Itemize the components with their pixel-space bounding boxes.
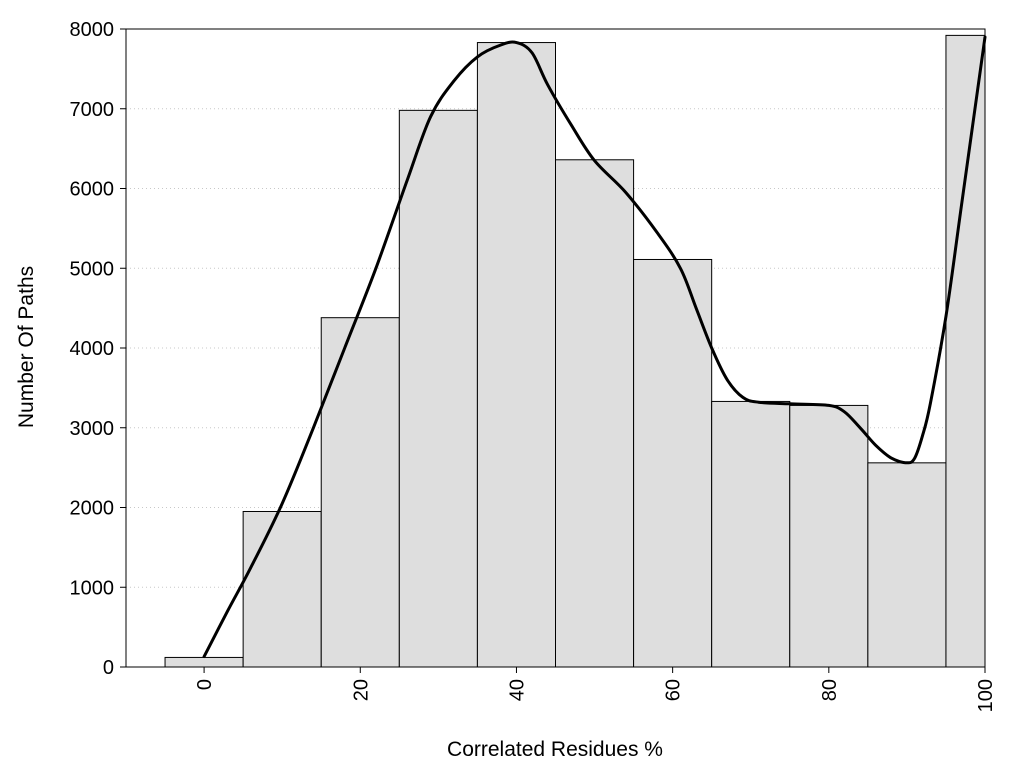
x-tick-label: 20: [350, 679, 372, 701]
x-tick-label: 80: [819, 679, 841, 701]
y-tick-label: 0: [103, 657, 114, 679]
density-curve: [202, 35, 987, 659]
x-tick-label: 100: [975, 679, 997, 712]
y-axis: 0 1000 2000 3000 4000 5000 6000 7000 8000: [70, 19, 126, 679]
bar: [476, 42, 556, 668]
y-tick-label: 6000: [70, 179, 115, 201]
bar: [398, 109, 478, 668]
x-tick-label: 40: [506, 679, 528, 701]
bar: [320, 317, 400, 668]
y-tick-label: 8000: [70, 19, 115, 41]
bar: [945, 34, 986, 668]
y-tick-label: 4000: [70, 338, 115, 360]
x-axis: 0 20 40 60 80 100: [194, 667, 997, 712]
bar: [867, 462, 947, 668]
bar: [789, 404, 869, 668]
y-tick-label: 7000: [70, 99, 115, 121]
bar: [555, 159, 635, 668]
y-tick-label: 2000: [70, 498, 115, 520]
x-tick-label: 60: [663, 679, 685, 701]
bar: [164, 656, 244, 668]
x-tick-label: 0: [194, 679, 216, 690]
y-tick-label: 5000: [70, 258, 115, 280]
bar: [633, 258, 713, 668]
bar: [242, 510, 322, 668]
x-axis-title: Correlated Residues %: [447, 738, 663, 761]
y-tick-label: 3000: [70, 418, 115, 440]
y-axis-title: Number Of Paths: [15, 266, 38, 428]
bar: [711, 400, 791, 668]
y-tick-label: 1000: [70, 577, 115, 599]
